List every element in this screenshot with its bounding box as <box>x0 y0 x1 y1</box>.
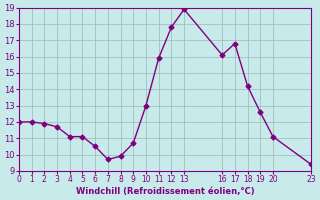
X-axis label: Windchill (Refroidissement éolien,°C): Windchill (Refroidissement éolien,°C) <box>76 187 254 196</box>
